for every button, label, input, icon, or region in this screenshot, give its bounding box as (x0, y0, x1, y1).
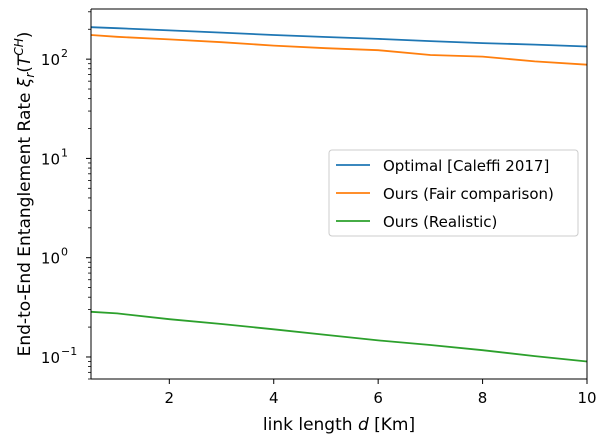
y-tick-base: 10 (41, 349, 60, 367)
legend-box (328, 149, 579, 237)
x-axis-ticks: 2 4 6 8 10 (165, 379, 597, 407)
x-tick-label: 6 (373, 389, 383, 407)
legend-label-1: Optimal [Caleffi 2017] (383, 157, 549, 175)
legend-label-2: Ours (Fair comparison) (383, 185, 554, 203)
x-tick-label: 8 (478, 389, 488, 407)
legend: Optimal [Caleffi 2017] Ours (Fair compari… (328, 149, 579, 237)
y-tick-exponent: −1 (61, 345, 77, 358)
series-line-1 (90, 26, 588, 48)
legend-label-3: Ours (Realistic) (383, 213, 497, 231)
y-axis-label: End-to-End Entanglement Rate ξr(TCH) (12, 32, 37, 357)
y-tick-label: 10 (41, 51, 60, 69)
y-tick-exponent: 0 (61, 246, 68, 259)
y-tick-label: 10 (41, 349, 60, 367)
x-tick-label: 2 (165, 389, 175, 407)
y-tick-base: 10 (41, 51, 60, 69)
y-tick-exponent: 2 (61, 47, 68, 60)
x-tick-label: 10 (577, 389, 596, 407)
y-tick-exponent: 1 (61, 146, 68, 159)
axes-frame (90, 8, 588, 380)
x-tick-label: 4 (269, 389, 279, 407)
y-tick-label: 10 (41, 150, 60, 168)
y-tick-label: 10 (41, 250, 60, 268)
series-layer (90, 26, 588, 363)
y-tick-base: 10 (41, 150, 60, 168)
series-line-3 (90, 310, 588, 363)
y-tick-base: 10 (41, 250, 60, 268)
series-line-2 (90, 34, 588, 66)
x-axis-label: link length d [Km] (263, 415, 415, 435)
